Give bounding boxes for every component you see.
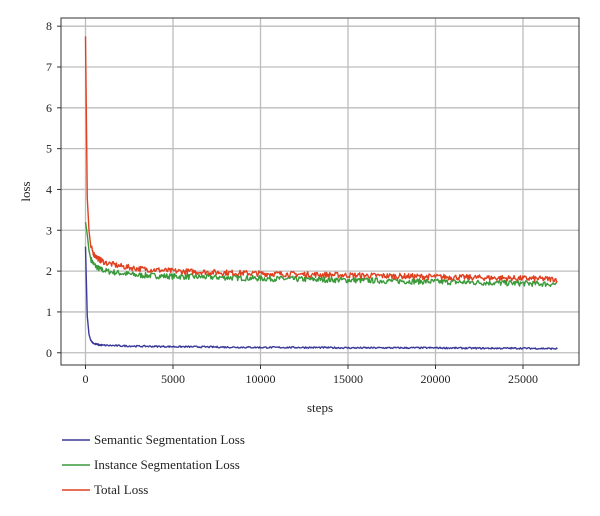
- y-tick-label: 5: [46, 142, 52, 156]
- x-tick-label: 25000: [508, 372, 538, 386]
- plot-frame: [60, 17, 580, 366]
- x-axis-label: steps: [307, 400, 333, 415]
- y-tick-label: 8: [46, 19, 52, 33]
- x-tick-label: 15000: [333, 372, 363, 386]
- y-tick-label: 7: [46, 60, 52, 74]
- legend: Semantic Segmentation Loss Instance Segme…: [62, 432, 245, 497]
- y-axis: 0 1 2 3 4 5 6 7 8: [46, 19, 61, 360]
- y-tick-label: 1: [46, 305, 52, 319]
- series-line-3: [84, 36, 558, 283]
- series-line-1: [84, 246, 558, 351]
- x-tick-label: 5000: [161, 372, 185, 386]
- series-layer: [84, 36, 558, 351]
- y-tick-label: 2: [46, 264, 52, 278]
- x-tick-label: 0: [83, 372, 89, 386]
- y-tick-label: 4: [46, 182, 52, 196]
- y-axis-label: loss: [18, 181, 33, 201]
- series-line-2: [84, 222, 558, 288]
- plot-background: [60, 17, 580, 366]
- y-tick-label: 6: [46, 101, 52, 115]
- x-axis: 0 5000 10000 15000 20000 25000: [83, 365, 538, 386]
- legend-label: Instance Segmentation Loss: [94, 457, 240, 472]
- y-tick-label: 3: [46, 223, 52, 237]
- legend-label: Total Loss: [94, 482, 148, 497]
- grid: [61, 18, 579, 365]
- y-tick-label: 0: [46, 346, 52, 360]
- x-tick-label: 10000: [246, 372, 276, 386]
- x-tick-label: 20000: [421, 372, 451, 386]
- legend-label: Semantic Segmentation Loss: [94, 432, 245, 447]
